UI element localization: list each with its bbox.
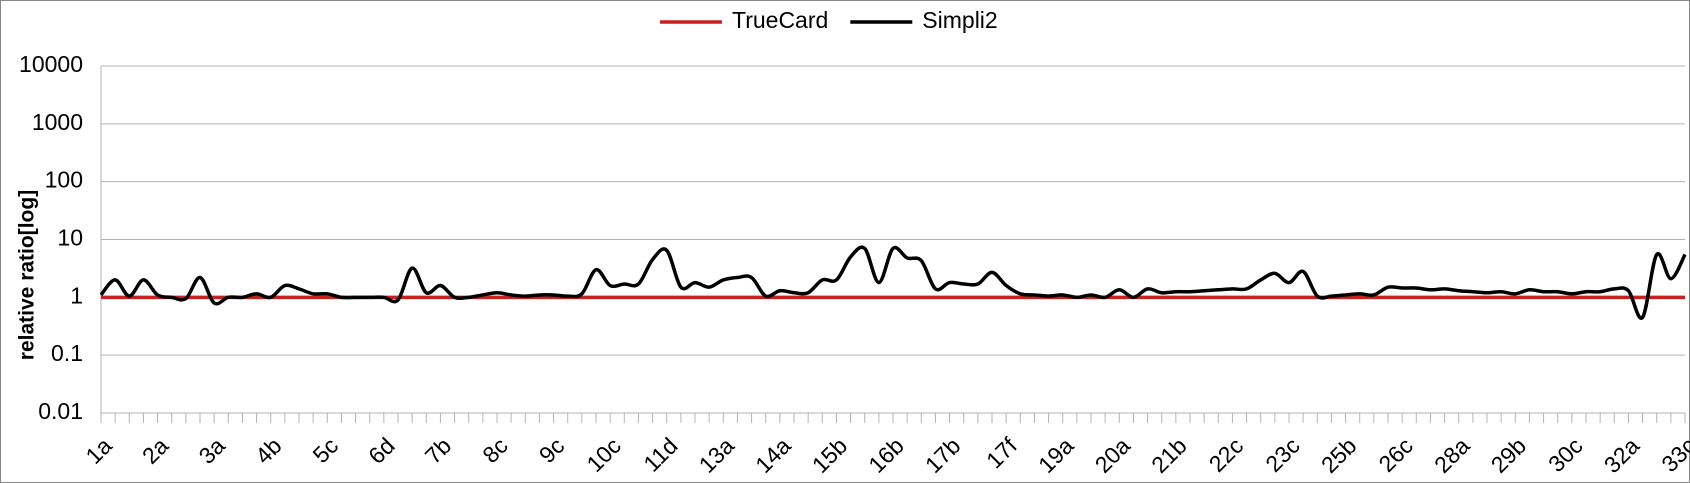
y-tick-label: 10 [57, 225, 83, 251]
legend-label: TrueCard [732, 7, 828, 33]
y-tick-label: 0.01 [38, 398, 83, 424]
y-tick-label: 1000 [32, 109, 83, 135]
y-tick-label: 100 [45, 167, 83, 193]
y-tick-label: 1 [70, 282, 83, 308]
legend-label: Simpli2 [922, 7, 997, 33]
y-tick-label: 0.1 [51, 340, 83, 366]
y-axis-label: relative ratio[log] [16, 190, 39, 360]
series-line [99, 245, 1687, 320]
y-tick-label: 10000 [19, 51, 83, 77]
